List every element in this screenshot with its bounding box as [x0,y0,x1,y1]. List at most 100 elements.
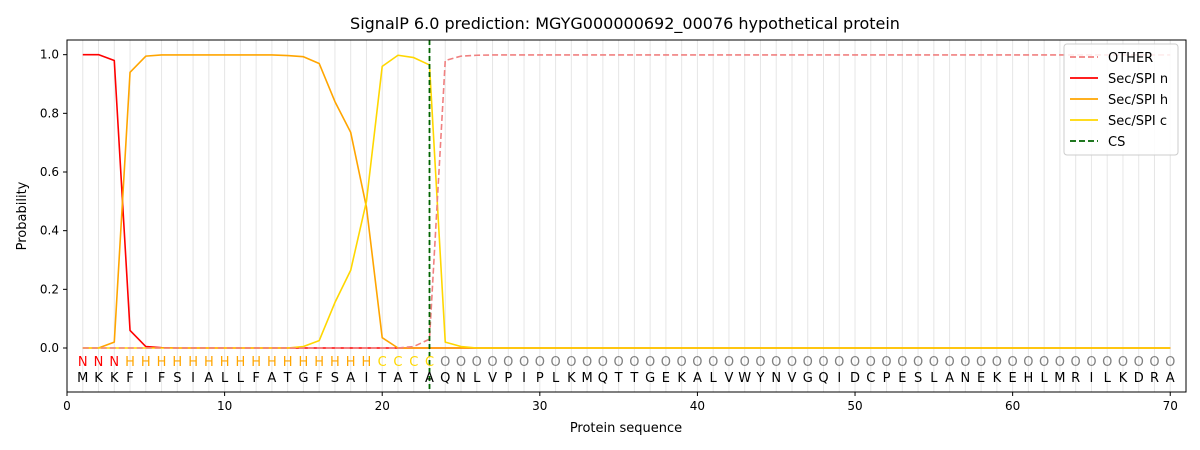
residue-label: A [267,371,276,386]
legend: OTHER Sec/SPI n Sec/SPI h Sec/SPI c CS [1063,43,1179,156]
residue-label: Q [818,371,828,386]
residue-label: I [144,371,148,386]
residue-label: A [204,371,213,386]
residue-label: Q [598,371,608,386]
region-label: O [1118,355,1128,370]
series-line-sec-spi-c [82,54,1171,349]
region-label: O [866,355,876,370]
residue-label: K [110,371,119,386]
region-label: O [771,355,781,370]
region-label: O [803,355,813,370]
residue-label: K [94,371,103,386]
residue-label: R [1150,371,1159,386]
region-label: O [550,355,560,370]
residue-label: V [488,371,497,386]
residue-label: K [677,371,686,386]
residue-label: N [771,371,781,386]
x-tick-label: 40 [690,399,705,413]
region-label: O [1134,355,1144,370]
legend-box [1063,43,1179,156]
x-tick-label: 50 [847,399,862,413]
residue-label: I [191,371,195,386]
residue-label: S [173,371,181,386]
region-label: O [834,355,844,370]
residue-label: K [567,371,576,386]
series-layer [82,53,1171,349]
residue-label: R [1071,371,1080,386]
region-label: O [582,355,592,370]
x-axis-label: Protein sequence [570,421,682,436]
region-label: O [1071,355,1081,370]
residue-label: A [1166,371,1175,386]
residue-label: T [409,371,418,386]
region-label: O [755,355,765,370]
residue-label: F [158,371,165,386]
residue-label: F [126,371,133,386]
y-tick-label: 0.4 [40,224,59,238]
region-label: O [598,355,608,370]
residue-label: S [914,371,922,386]
residue-label: P [536,371,544,386]
series-line-sec-spi-n [82,53,1171,349]
residue-label: E [662,371,670,386]
vertical-grid [82,40,1171,392]
region-label: O [677,355,687,370]
residue-label: L [930,371,938,386]
residue-label: P [883,371,891,386]
region-label: H [283,355,293,370]
region-label: O [1149,355,1159,370]
region-label: O [913,355,923,370]
region-label: H [330,355,340,370]
residue-label: L [473,371,481,386]
residue-label: L [1041,371,1049,386]
residue-label: T [283,371,292,386]
x-tick-label: 60 [1005,399,1020,413]
residue-label: M [581,371,592,386]
y-tick-label: 0.8 [40,106,59,120]
residue-label: I [837,371,841,386]
residue-label: N [960,371,970,386]
region-label: H [188,355,198,370]
plot-frame [66,39,1187,393]
residue-label: N [456,371,466,386]
residue-label: A [693,371,702,386]
y-axis-label: Probability [15,181,30,250]
residue-label: T [377,371,386,386]
region-label: H [204,355,214,370]
region-label: O [645,355,655,370]
residue-label: D [1134,371,1144,386]
residue-label: E [1009,371,1017,386]
residue-label: I [522,371,526,386]
residue-label: Y [755,371,764,386]
residue-label: I [365,371,369,386]
residue-label: V [788,371,797,386]
region-label: O [456,355,466,370]
region-label: O [897,355,907,370]
x-tick-label: 20 [375,399,390,413]
x-tick-label: 0 [63,399,71,413]
residue-label: F [315,371,322,386]
residue-label: E [898,371,906,386]
region-label: O [740,355,750,370]
residue-label: E [977,371,985,386]
residue-label: A [394,371,403,386]
region-label: H [267,355,277,370]
region-label: C [378,355,387,370]
legend-label: Sec/SPI h [1108,93,1168,108]
region-label: O [960,355,970,370]
region-label: O [708,355,718,370]
region-label: O [1039,355,1049,370]
residue-label: G [645,371,655,386]
region-label: O [519,355,529,370]
residue-label: W [738,371,751,386]
region-label: O [992,355,1002,370]
region-label: O [850,355,860,370]
legend-label: CS [1108,135,1125,150]
region-label: O [929,355,939,370]
region-label: C [425,355,434,370]
y-tick-label: 1.0 [40,48,59,62]
region-label: C [409,355,418,370]
residue-label: L [221,371,229,386]
residue-label: D [850,371,860,386]
